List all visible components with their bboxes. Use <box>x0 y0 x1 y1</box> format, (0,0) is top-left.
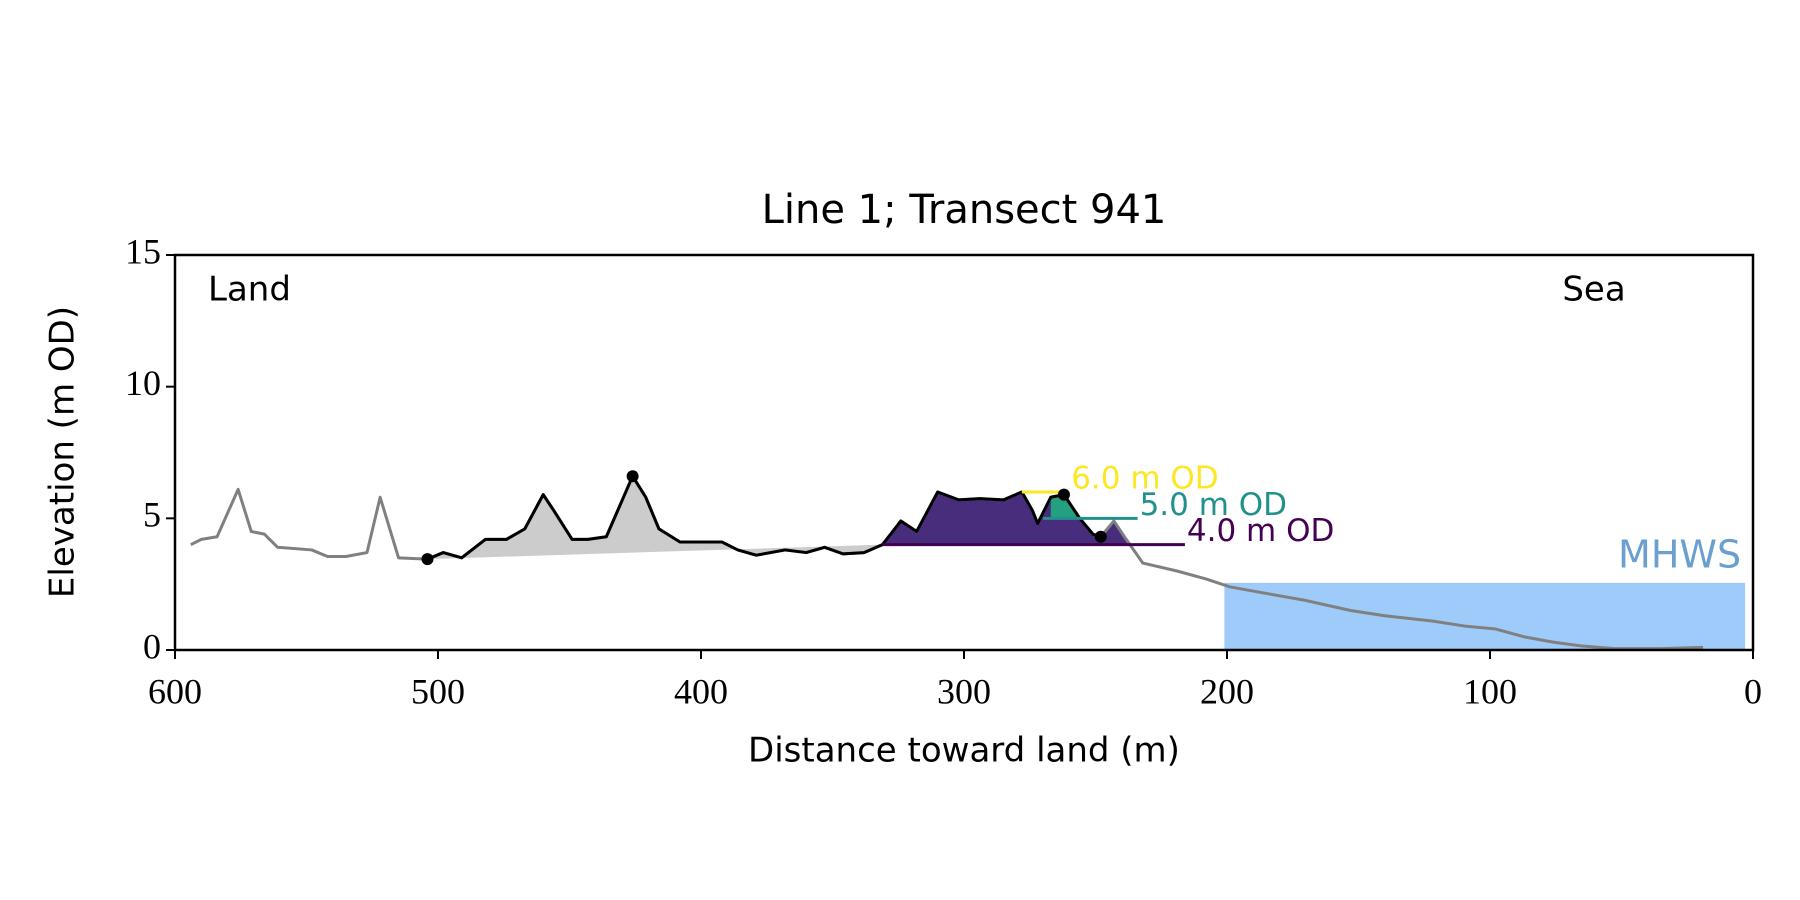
x-tick-label: 0 <box>1744 671 1762 711</box>
level-label: 6.0 m OD <box>1071 461 1218 497</box>
dune-marker <box>1057 488 1070 501</box>
mhws-label: MHWS <box>1618 532 1741 576</box>
chart-title: Line 1; Transect 941 <box>762 187 1167 233</box>
dune-fill <box>427 476 883 560</box>
dune-marker <box>421 553 434 566</box>
x-tick-label: 200 <box>1200 671 1254 711</box>
level-label: 4.0 m OD <box>1187 513 1334 549</box>
y-tick-label: 15 <box>125 231 161 271</box>
dune-marker <box>626 470 639 483</box>
sea-label: Sea <box>1562 270 1625 310</box>
level-label: 5.0 m OD <box>1140 487 1287 523</box>
land-label: Land <box>208 270 291 310</box>
x-tick-label: 500 <box>411 671 465 711</box>
x-tick-label: 100 <box>1463 671 1517 711</box>
y-tick-label: 5 <box>143 495 161 535</box>
y-axis-label: Elevation (m OD) <box>43 306 83 598</box>
level-fill <box>1050 494 1080 519</box>
y-tick-label: 0 <box>143 626 161 666</box>
mhws-area <box>1224 582 1746 650</box>
y-tick-label: 10 <box>125 363 161 403</box>
x-axis-label: Distance toward land (m) <box>748 731 1180 771</box>
dune-marker <box>1094 530 1107 543</box>
dune-line <box>426 474 1102 561</box>
x-tick-label: 600 <box>148 671 202 711</box>
x-tick-label: 300 <box>937 671 991 711</box>
x-tick-label: 400 <box>674 671 728 711</box>
